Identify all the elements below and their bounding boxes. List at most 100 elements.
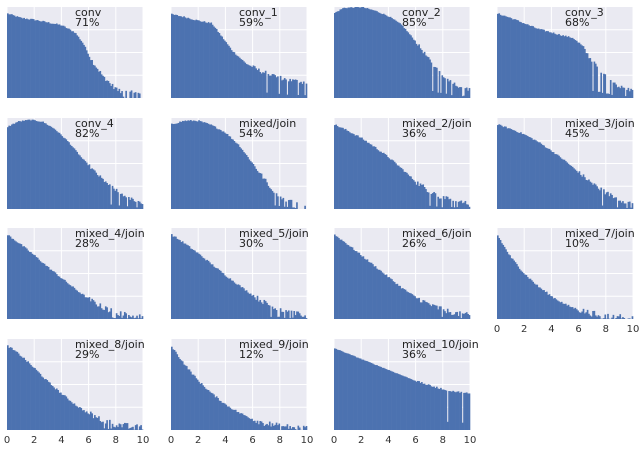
histogram-bar (210, 22, 213, 98)
panel-percent: 54% (239, 127, 263, 140)
histogram-bar (434, 67, 437, 98)
histogram-bar (122, 96, 125, 98)
histogram-bar (359, 7, 362, 99)
histogram-bar (526, 136, 529, 209)
histogram-bar (75, 289, 77, 319)
histogram-bar (195, 252, 198, 319)
histogram-bar (450, 391, 453, 430)
histogram-bar (68, 400, 70, 430)
histogram-bar (138, 93, 141, 98)
panel-percent: 82% (75, 127, 99, 140)
histogram-bar (418, 381, 420, 430)
histogram-bar (232, 409, 234, 430)
histogram-bar (245, 64, 248, 98)
histogram-bar (387, 16, 389, 98)
histogram-bar (502, 127, 505, 209)
histogram-bar (137, 318, 140, 319)
histogram-bar (358, 137, 361, 209)
histogram-bar (354, 356, 357, 430)
histogram-bar (106, 182, 108, 209)
histogram-bar (613, 197, 616, 209)
histogram-bar (80, 407, 83, 430)
histogram-bar (442, 196, 445, 209)
histogram-bar (198, 120, 200, 209)
histogram-bar (260, 302, 263, 319)
histogram-bar (109, 83, 111, 98)
histogram-bar (185, 366, 188, 430)
histogram-bar (395, 163, 397, 209)
histogram-bar (545, 148, 548, 209)
histogram-bar (181, 120, 184, 209)
histogram-bar (13, 240, 16, 319)
histogram-bar (125, 423, 127, 430)
histogram-bar (36, 121, 39, 209)
histogram-bar (270, 189, 272, 209)
histogram-bar (467, 90, 469, 98)
histogram-bar (623, 87, 626, 98)
histogram-bar (456, 86, 459, 98)
histogram-bar (551, 33, 554, 98)
histogram-bar (370, 362, 373, 430)
histogram-bar (433, 66, 435, 98)
histogram-bar (226, 277, 229, 319)
histogram-bar (173, 236, 176, 319)
histogram-bar (61, 25, 64, 99)
histogram-bar (13, 15, 16, 99)
histogram-bar (429, 205, 431, 209)
histogram-bar (571, 307, 574, 319)
histogram-bar (64, 395, 66, 430)
histogram-bar (570, 165, 573, 209)
histogram-bar (372, 146, 374, 209)
histogram-bar (222, 131, 225, 209)
histogram-bar (544, 147, 547, 209)
histogram-bar (622, 317, 624, 319)
histogram-bar (388, 17, 391, 99)
histogram-bar (465, 392, 468, 430)
histogram-bar (393, 282, 396, 319)
histogram-bar (418, 44, 420, 98)
histogram-bar (631, 203, 634, 209)
histogram-bar (358, 252, 361, 319)
histogram-bar (460, 87, 463, 98)
histogram-bar (285, 201, 287, 209)
histogram-bar (293, 207, 296, 209)
histogram-bar (350, 246, 352, 319)
histogram-bar (247, 417, 249, 430)
histogram-bar (449, 198, 452, 209)
histogram-bar (426, 56, 429, 98)
histogram-bar (256, 295, 259, 319)
histogram-bar (128, 197, 130, 209)
histogram-bar (627, 201, 630, 209)
histogram-bar (416, 380, 419, 430)
histogram-bar (522, 23, 525, 98)
histogram-bar (103, 428, 106, 430)
histogram-bar (262, 304, 264, 319)
histogram-bar (30, 365, 32, 430)
histogram-bar (429, 304, 431, 319)
histogram-bar (455, 85, 457, 98)
histogram-bar (589, 315, 592, 319)
histogram-bar (289, 199, 291, 209)
histogram-bar (228, 278, 230, 319)
x-tick-label: 2 (195, 435, 201, 446)
histogram-bar (241, 413, 244, 430)
histogram-bar (283, 206, 286, 209)
histogram-bar (421, 302, 423, 319)
histogram-bar (42, 20, 45, 99)
histogram-bar (509, 255, 511, 319)
histogram-bar (47, 125, 50, 209)
histogram-bar (24, 120, 27, 209)
histogram-bar (604, 314, 607, 319)
histogram-bar (282, 197, 285, 209)
histogram-bar (140, 425, 142, 430)
histogram-bar (273, 309, 275, 319)
histogram-bar (393, 19, 396, 99)
histogram-bar (240, 148, 243, 209)
histogram-bar (278, 93, 281, 98)
histogram-bar (251, 66, 253, 98)
histogram-bar (353, 134, 355, 209)
histogram-bar (547, 294, 549, 319)
histogram-bar (357, 7, 359, 98)
histogram-bar (528, 25, 530, 98)
